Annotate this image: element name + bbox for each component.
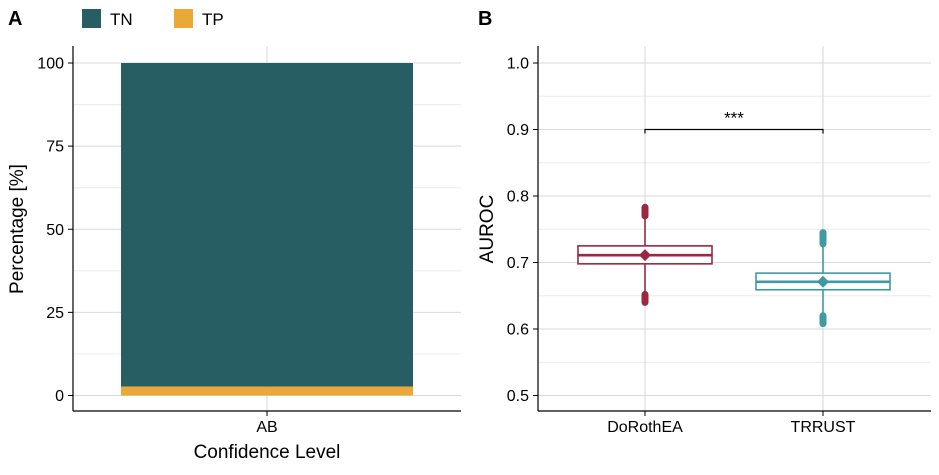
panel-b-significance: *** <box>644 109 824 134</box>
y-tick-label: 25 <box>46 305 64 322</box>
panel-b-yticks: 0.5 0.6 0.7 0.8 0.9 1.0 <box>507 56 538 405</box>
panel-b-xticks: DoRothEA TRRUST <box>607 411 856 436</box>
panel-a-label: A <box>8 8 22 30</box>
y-tick-label: 0.7 <box>507 255 529 272</box>
legend-swatch-tn <box>82 9 101 28</box>
boxplot-trrust <box>755 229 891 328</box>
bar-tn <box>121 63 413 387</box>
y-tick-label: 75 <box>46 139 64 156</box>
panel-b-boxes <box>577 203 891 328</box>
panel-b-axes <box>537 46 931 412</box>
panel-a: A TN TP 0 25 50 75 100 AB Confidence Level P… <box>7 8 461 463</box>
x-tick-label-ab: AB <box>256 419 277 436</box>
panel-a-y-axis-title: Percentage [%] <box>7 164 28 294</box>
bar-tp <box>121 386 413 396</box>
panel-a-legend: TN TP <box>82 9 224 29</box>
y-tick-label: 0.9 <box>507 122 529 139</box>
y-tick-label: 50 <box>46 222 64 239</box>
legend-label-tp: TP <box>202 10 224 29</box>
y-tick-label: 0.6 <box>507 322 529 339</box>
significance-bracket <box>644 128 824 134</box>
legend-label-tn: TN <box>110 10 133 29</box>
panel-a-bars <box>121 63 413 396</box>
panel-a-x-axis-title: Confidence Level <box>194 442 341 463</box>
panel-b-label: B <box>478 8 492 30</box>
y-tick-label: 0.8 <box>507 189 529 206</box>
y-tick-label: 100 <box>37 56 64 73</box>
mean-marker <box>817 275 829 288</box>
panel-b-grid <box>538 46 931 411</box>
x-tick-label-dorothea: DoRothEA <box>607 419 683 436</box>
boxplot-dorothea <box>577 203 713 306</box>
mean-marker <box>639 249 651 262</box>
x-tick-label-trrust: TRRUST <box>791 419 856 436</box>
y-tick-label: 0.5 <box>507 388 529 405</box>
panel-b-y-axis-title: AUROC <box>477 195 498 264</box>
y-tick-label: 1.0 <box>507 56 529 73</box>
legend-swatch-tp <box>174 9 193 28</box>
panel-a-xticks: AB <box>256 411 278 436</box>
y-tick-label: 0 <box>55 388 64 405</box>
significance-label: *** <box>724 109 744 128</box>
panel-b: B *** 0.5 0.6 0.7 0.8 0.9 1.0 DoRothEA TRRUST… <box>477 8 931 436</box>
panel-a-yticks: 0 25 50 75 100 <box>37 56 73 405</box>
